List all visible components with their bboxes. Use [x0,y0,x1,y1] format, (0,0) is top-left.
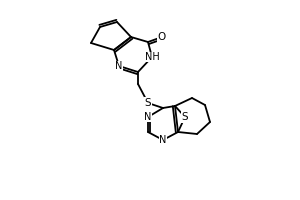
Text: S: S [145,98,151,108]
Text: N: N [115,61,123,71]
Text: O: O [158,32,166,42]
Text: N: N [159,135,167,145]
Text: N: N [144,112,152,122]
Text: S: S [182,112,188,122]
Text: NH: NH [145,52,159,62]
